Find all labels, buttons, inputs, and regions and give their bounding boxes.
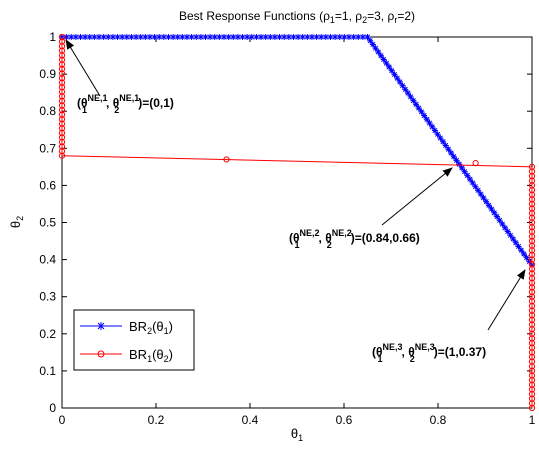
y-axis-label: θ2 <box>8 216 25 228</box>
y-tick-label: 0.6 <box>39 178 56 192</box>
series-br2-marker <box>389 68 395 74</box>
y-tick-label: 1 <box>49 30 56 44</box>
series-br2-marker <box>429 124 435 130</box>
series-br2-marker <box>448 150 454 156</box>
series-br2-marker <box>402 86 408 92</box>
series-br2-marker <box>416 105 422 111</box>
series-br2-marker <box>445 146 451 152</box>
series-br2-marker <box>424 116 430 122</box>
series-br2-marker <box>373 45 379 51</box>
y-tick-label: 0 <box>49 401 56 415</box>
series-br2-marker <box>513 240 519 246</box>
series-br2-marker <box>505 229 511 235</box>
y-tick-label: 0.5 <box>39 216 56 230</box>
series-br2-marker <box>453 157 459 163</box>
x-tick-label: 0.6 <box>336 413 353 427</box>
x-tick-label: 1 <box>529 413 536 427</box>
legend-marker-br2 <box>97 322 105 330</box>
series-br2-marker <box>475 187 481 193</box>
series-br2-marker <box>410 98 416 104</box>
y-tick-label: 0.2 <box>39 327 56 341</box>
series-br2-marker <box>418 109 424 115</box>
y-tick-label: 0.4 <box>39 253 56 267</box>
series-br2-marker <box>467 176 473 182</box>
series-br2-marker <box>367 38 373 44</box>
y-tick-label: 0.8 <box>39 104 56 118</box>
series-br2-marker <box>383 60 389 66</box>
series-br2-marker <box>524 255 530 261</box>
series-br2-marker <box>408 94 414 100</box>
series-br2-marker <box>375 49 381 55</box>
series-br2-marker <box>427 120 433 126</box>
series-br2-marker <box>400 83 406 89</box>
series-br2-marker <box>421 113 427 119</box>
series-br2-marker <box>432 128 438 134</box>
y-tick-label: 0.7 <box>39 141 56 155</box>
series-br2-marker <box>491 210 497 216</box>
x-axis-label: θ1 <box>291 426 303 443</box>
series-br2-marker <box>472 184 478 190</box>
chart-title: Best Response Functions (ρ1=1, ρ2=3, ρr=… <box>179 9 415 25</box>
series-br2-marker <box>499 221 505 227</box>
series-br2-marker <box>397 79 403 85</box>
series-br2-marker <box>391 71 397 77</box>
series-br2-marker <box>516 243 522 249</box>
series-br2-marker <box>521 251 527 257</box>
series-br2-marker <box>507 232 513 238</box>
series-br2-marker <box>459 165 465 171</box>
series-br2-marker <box>518 247 524 253</box>
series-br2-marker <box>489 206 495 212</box>
series-br2-marker <box>456 161 462 167</box>
series-br2-marker <box>378 53 384 59</box>
series-br2-marker <box>437 135 443 141</box>
series-br2-marker <box>478 191 484 197</box>
y-tick-label: 0.1 <box>39 364 56 378</box>
y-tick-label: 0.3 <box>39 290 56 304</box>
series-br2-marker <box>413 101 419 107</box>
series-br2-marker <box>497 217 503 223</box>
x-tick-label: 0.8 <box>430 413 447 427</box>
series-br2-marker <box>480 195 486 201</box>
series-br2-marker <box>365 34 371 40</box>
x-tick-label: 0.2 <box>148 413 165 427</box>
series-br2-marker <box>494 214 500 220</box>
series-br2-marker <box>405 90 411 96</box>
y-tick-label: 0.9 <box>39 67 56 81</box>
series-br2-marker <box>510 236 516 242</box>
series-br2-marker <box>483 199 489 205</box>
series-br2-marker <box>394 75 400 81</box>
series-br2-marker <box>486 202 492 208</box>
x-tick-label: 0.4 <box>242 413 259 427</box>
series-br2-marker <box>451 154 457 160</box>
series-br2-marker <box>443 142 449 148</box>
series-br2-marker <box>464 172 470 178</box>
series-br2-marker <box>440 139 446 145</box>
series-br2-marker <box>386 64 392 70</box>
series-br2-marker <box>381 56 387 62</box>
series-br2-marker <box>462 169 468 175</box>
series-br2-marker <box>435 131 441 137</box>
x-tick-label: 0 <box>59 413 66 427</box>
series-br2-marker <box>470 180 476 186</box>
series-br2-marker <box>502 225 508 231</box>
legend: BR2(θ1) BR1(θ2) <box>74 310 194 370</box>
series-br2-marker <box>370 41 376 47</box>
